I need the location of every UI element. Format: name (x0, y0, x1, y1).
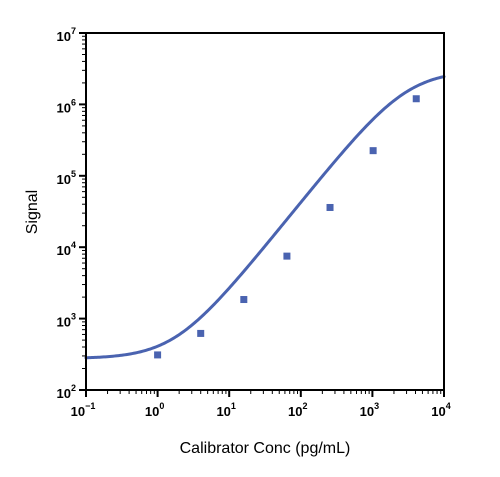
x-tick-label: 101 (216, 401, 235, 419)
x-tick-label: 100 (145, 401, 164, 419)
data-points-layer (154, 95, 420, 359)
data-point (369, 147, 377, 155)
data-point (240, 296, 248, 304)
axes: 10−1 100 101 102 103 104 102 103 104 105 106 107 (57, 26, 451, 419)
data-point (326, 203, 334, 211)
y-tick-label: 104 (57, 240, 76, 258)
y-tick-label: 107 (57, 26, 76, 44)
y-tick-label: 102 (57, 383, 76, 401)
x-axis-title: Calibrator Conc (pg/mL) (180, 440, 351, 457)
y-tick-label: 105 (57, 169, 76, 187)
plot-frame (85, 32, 445, 391)
x-tick-label: 103 (360, 401, 379, 419)
y-axis-title: Signal (24, 190, 41, 234)
fit-curve (84, 75, 446, 360)
x-tick-label: 102 (288, 401, 307, 419)
data-point (283, 252, 291, 260)
data-point (154, 351, 162, 359)
y-tick-label: 103 (57, 312, 76, 330)
y-tick-label: 106 (57, 97, 76, 115)
x-tick-label: 104 (431, 401, 450, 419)
x-tick-label: 10−1 (71, 401, 96, 419)
data-point (412, 95, 420, 103)
fit-curve-layer (84, 75, 446, 360)
data-point (197, 329, 205, 337)
